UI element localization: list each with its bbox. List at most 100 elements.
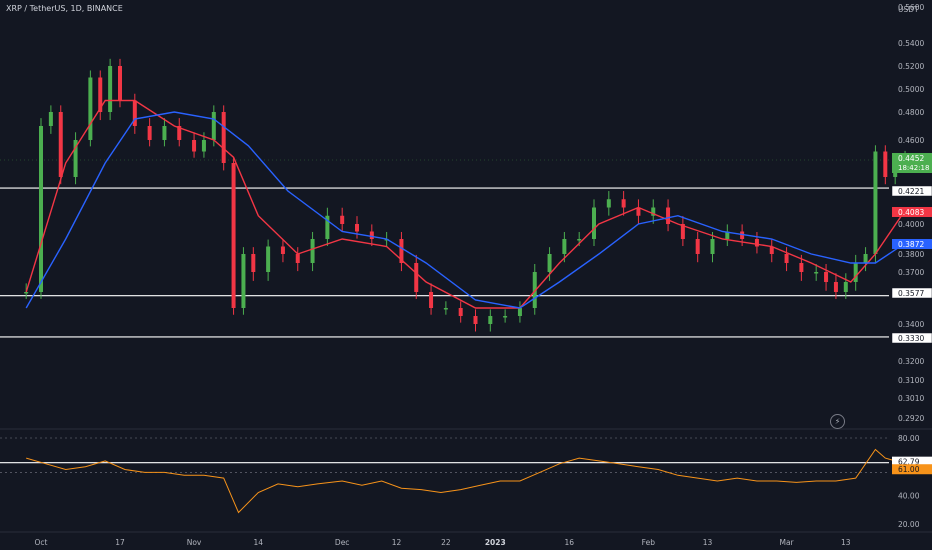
price-label-text: 0.4452 — [898, 154, 924, 163]
candle-body — [24, 292, 29, 294]
candle-body — [132, 100, 137, 126]
candle-body — [488, 316, 493, 324]
candle-body — [853, 263, 858, 282]
time-tick-label: Feb — [642, 538, 656, 547]
time-tick-label: 16 — [565, 538, 575, 547]
candle-body — [177, 126, 182, 140]
candle-body — [547, 254, 552, 272]
candle-body — [58, 112, 63, 177]
candle-body — [241, 254, 246, 308]
price-tick-label: 0.2920 — [898, 414, 924, 423]
price-tick-label: 0.3800 — [898, 250, 924, 259]
osc-tick-label: 20.00 — [898, 520, 920, 529]
candle-body — [592, 207, 596, 239]
candle-body — [211, 112, 216, 140]
candle-body — [355, 224, 359, 232]
candle-body — [414, 263, 419, 292]
time-tick-label: 14 — [253, 538, 263, 547]
candle-body — [784, 254, 789, 263]
candle-body — [883, 151, 888, 177]
candle-body — [577, 239, 582, 241]
price-tick-label: 0.4800 — [898, 108, 924, 117]
price-label-box — [892, 239, 932, 249]
candle-body — [824, 272, 829, 282]
candle-body — [769, 246, 774, 254]
currency-label: USDT — [898, 5, 919, 14]
time-tick-label: 12 — [392, 538, 402, 547]
time-tick-label: 22 — [441, 538, 451, 547]
lightning-bolt-icon[interactable]: ⚡ — [830, 414, 845, 429]
candle-body — [429, 292, 434, 308]
candle-body — [108, 66, 113, 112]
candle-body — [73, 140, 78, 177]
candle-body — [48, 112, 53, 126]
osc-tick-label: 80.00 — [898, 434, 920, 443]
candle-body — [606, 199, 611, 208]
time-tick-label: 17 — [115, 538, 125, 547]
candle-body — [310, 239, 315, 263]
candle-body — [754, 239, 759, 247]
ma-slow-line — [25, 111, 906, 309]
candle-body — [562, 239, 567, 254]
price-label-text: 0.3872 — [898, 240, 924, 249]
candle-body — [88, 77, 93, 140]
candle-body — [340, 215, 345, 224]
candle-body — [710, 239, 715, 254]
price-label-box — [891, 185, 932, 197]
candle-body — [799, 263, 804, 272]
osc-tick-label: 40.00 — [898, 491, 920, 500]
time-tick-label: 13 — [703, 538, 713, 547]
time-tick-label: 2023 — [485, 538, 506, 547]
candle-body — [651, 207, 656, 216]
candle-body — [725, 231, 730, 239]
candle-body — [201, 140, 206, 152]
candle-body — [118, 66, 122, 101]
candle-body — [192, 140, 197, 152]
time-tick-label: Nov — [187, 538, 202, 547]
price-tick-label: 0.5400 — [898, 39, 924, 48]
osc-level-label-box — [892, 456, 932, 467]
candle-body — [98, 77, 103, 112]
candle-body — [39, 126, 43, 292]
candle-body — [221, 112, 226, 163]
symbol-title: XRP / TetherUS, 1D, BINANCE — [6, 4, 123, 13]
price-label-box — [891, 332, 932, 344]
candle-body — [517, 308, 522, 316]
time-tick-label: 13 — [841, 538, 851, 547]
ma-fast-line — [25, 99, 906, 309]
candle-body — [863, 254, 868, 263]
candle-body — [473, 316, 478, 324]
price-label-box — [892, 207, 932, 217]
price-tick-label: 0.3400 — [898, 320, 924, 329]
candle-body — [443, 308, 448, 310]
price-tick-label: 0.3700 — [898, 268, 924, 277]
price-label-box — [892, 153, 932, 173]
candle-body — [458, 308, 463, 316]
candle-body — [162, 126, 167, 140]
osc-value-label-box — [892, 464, 932, 475]
price-label-countdown: 18:42:18 — [898, 164, 929, 172]
candle-body — [621, 199, 626, 208]
price-tick-label: 0.5600 — [898, 3, 924, 12]
time-tick-label: Oct — [35, 538, 48, 547]
candle-body — [231, 163, 236, 308]
candle-body — [740, 231, 745, 239]
price-tick-label: 0.4000 — [898, 220, 924, 229]
price-tick-label: 0.3100 — [898, 376, 924, 385]
price-label-box — [891, 287, 932, 299]
osc-value-label: 61.00 — [898, 465, 920, 474]
time-tick-label: Mar — [779, 538, 794, 547]
price-label-text: 0.4221 — [898, 187, 924, 196]
candle-body — [325, 215, 330, 239]
candle-body — [873, 151, 878, 254]
candle-body — [147, 126, 152, 140]
candle-body — [266, 246, 271, 272]
price-tick-label: 0.5000 — [898, 85, 924, 94]
price-tick-label: 0.5200 — [898, 62, 924, 71]
candle-body — [636, 207, 641, 216]
candle-body — [369, 231, 374, 239]
time-tick-label: Dec — [335, 538, 350, 547]
price-tick-label: 0.3010 — [898, 394, 924, 403]
candle-body — [814, 272, 819, 274]
